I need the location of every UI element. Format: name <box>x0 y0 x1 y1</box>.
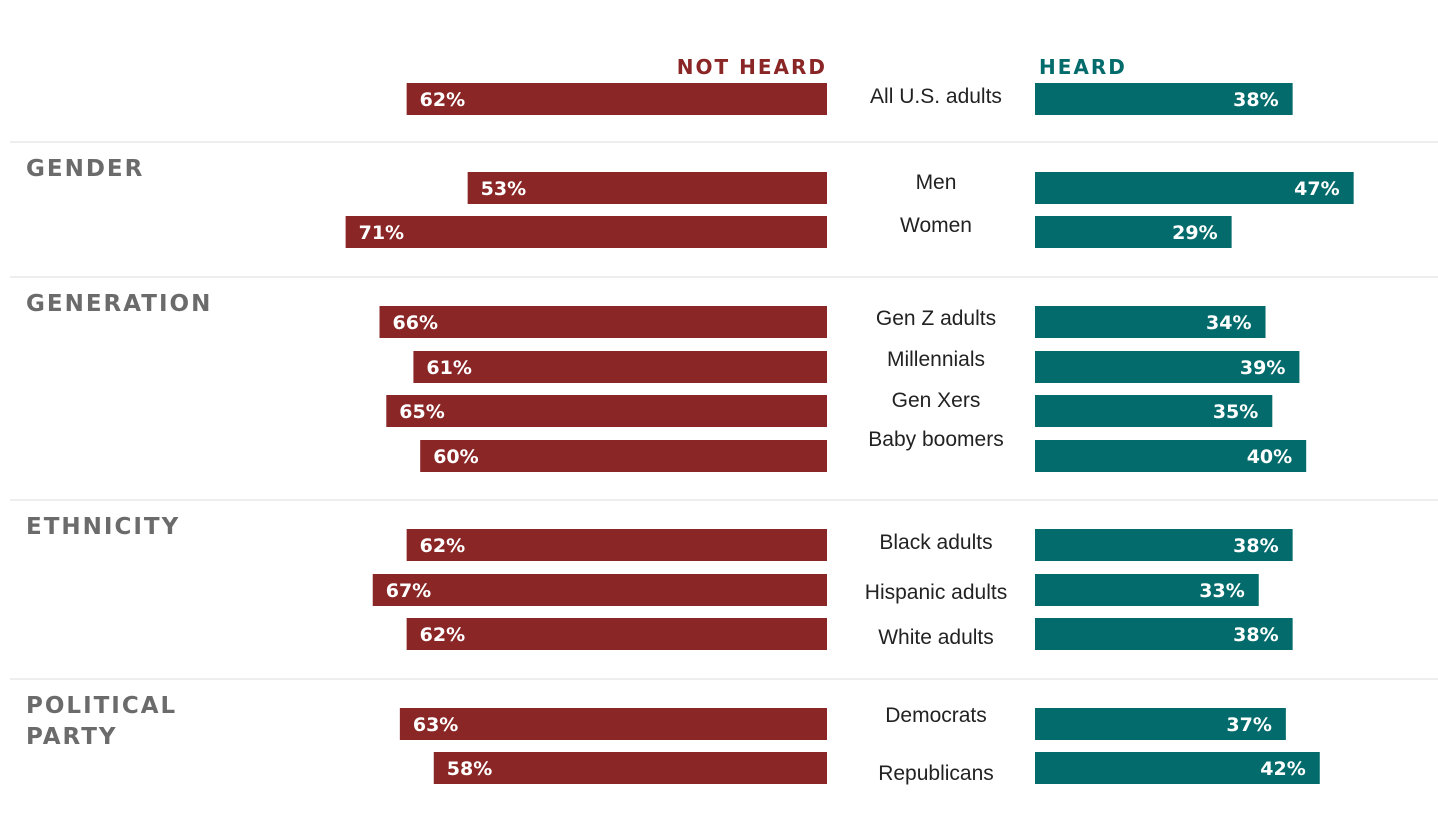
bar-not-heard <box>379 306 827 338</box>
value-label-not-heard: 62% <box>420 89 465 111</box>
value-label-heard: 38% <box>1233 624 1278 646</box>
bar-heard <box>1035 752 1320 784</box>
bar-heard <box>1035 574 1259 606</box>
bar-not-heard <box>420 440 827 472</box>
bar-not-heard <box>406 529 827 561</box>
value-label-not-heard: 62% <box>420 624 465 646</box>
value-label-heard: 33% <box>1199 580 1244 602</box>
value-label-heard: 40% <box>1247 446 1292 468</box>
value-label-heard: 47% <box>1294 178 1339 200</box>
group-label: POLITICAL <box>26 693 177 719</box>
group-label: GENDER <box>26 156 144 182</box>
value-label-not-heard: 53% <box>481 178 526 200</box>
category-label: All U.S. adults <box>870 85 1002 108</box>
group-label: GENERATION <box>26 291 212 317</box>
bar-heard <box>1035 83 1293 115</box>
value-label-not-heard: 65% <box>399 401 444 423</box>
bar-heard <box>1035 306 1266 338</box>
value-label-not-heard: 62% <box>420 535 465 557</box>
bar-heard <box>1035 618 1293 650</box>
bar-heard <box>1035 529 1293 561</box>
value-label-not-heard: 63% <box>413 714 458 736</box>
value-label-not-heard: 66% <box>393 312 438 334</box>
category-label: Hispanic adults <box>865 581 1007 604</box>
category-label: Black adults <box>879 531 992 554</box>
bar-heard <box>1035 440 1307 472</box>
value-label-heard: 38% <box>1233 89 1278 111</box>
category-label: Men <box>916 171 957 194</box>
bar-not-heard <box>386 395 827 427</box>
value-label-heard: 34% <box>1206 312 1251 334</box>
value-label-heard: 42% <box>1260 758 1305 780</box>
bar-not-heard <box>433 752 827 784</box>
value-label-not-heard: 60% <box>433 446 478 468</box>
category-label: Baby boomers <box>868 428 1003 451</box>
category-label: Democrats <box>885 704 987 727</box>
bar-heard <box>1035 351 1300 383</box>
value-label-not-heard: 71% <box>359 222 404 244</box>
legend-not-heard: NOT HEARD <box>677 55 827 79</box>
group-label: ETHNICITY <box>26 514 180 540</box>
bar-not-heard <box>372 574 827 606</box>
bar-not-heard <box>413 351 827 383</box>
category-label: Gen Z adults <box>876 307 996 330</box>
category-label: Millennials <box>887 348 985 371</box>
chart-marks: 62% 38% All U.S. adults GENDER 53% 47% Men 71% 2… <box>10 83 1438 785</box>
category-label: Women <box>900 214 972 237</box>
bar-heard <box>1035 395 1273 427</box>
bar-not-heard <box>345 216 827 248</box>
category-label: Republicans <box>878 762 994 785</box>
bar-not-heard <box>406 83 827 115</box>
bar-heard <box>1035 216 1232 248</box>
value-label-heard: 39% <box>1240 357 1285 379</box>
value-label-heard: 37% <box>1226 714 1271 736</box>
value-label-heard: 29% <box>1172 222 1217 244</box>
value-label-not-heard: 58% <box>447 758 492 780</box>
value-label-not-heard: 61% <box>426 357 471 379</box>
bar-not-heard <box>399 708 827 740</box>
value-label-heard: 38% <box>1233 535 1278 557</box>
bar-heard <box>1035 708 1286 740</box>
group-label: PARTY <box>26 724 118 750</box>
value-label-heard: 35% <box>1213 401 1258 423</box>
legend-heard: HEARD <box>1039 55 1127 79</box>
category-label: White adults <box>878 626 994 649</box>
category-label: Gen Xers <box>892 389 981 412</box>
bar-not-heard <box>406 618 827 650</box>
bar-not-heard <box>467 172 827 204</box>
bar-heard <box>1035 172 1354 204</box>
value-label-not-heard: 67% <box>386 580 431 602</box>
